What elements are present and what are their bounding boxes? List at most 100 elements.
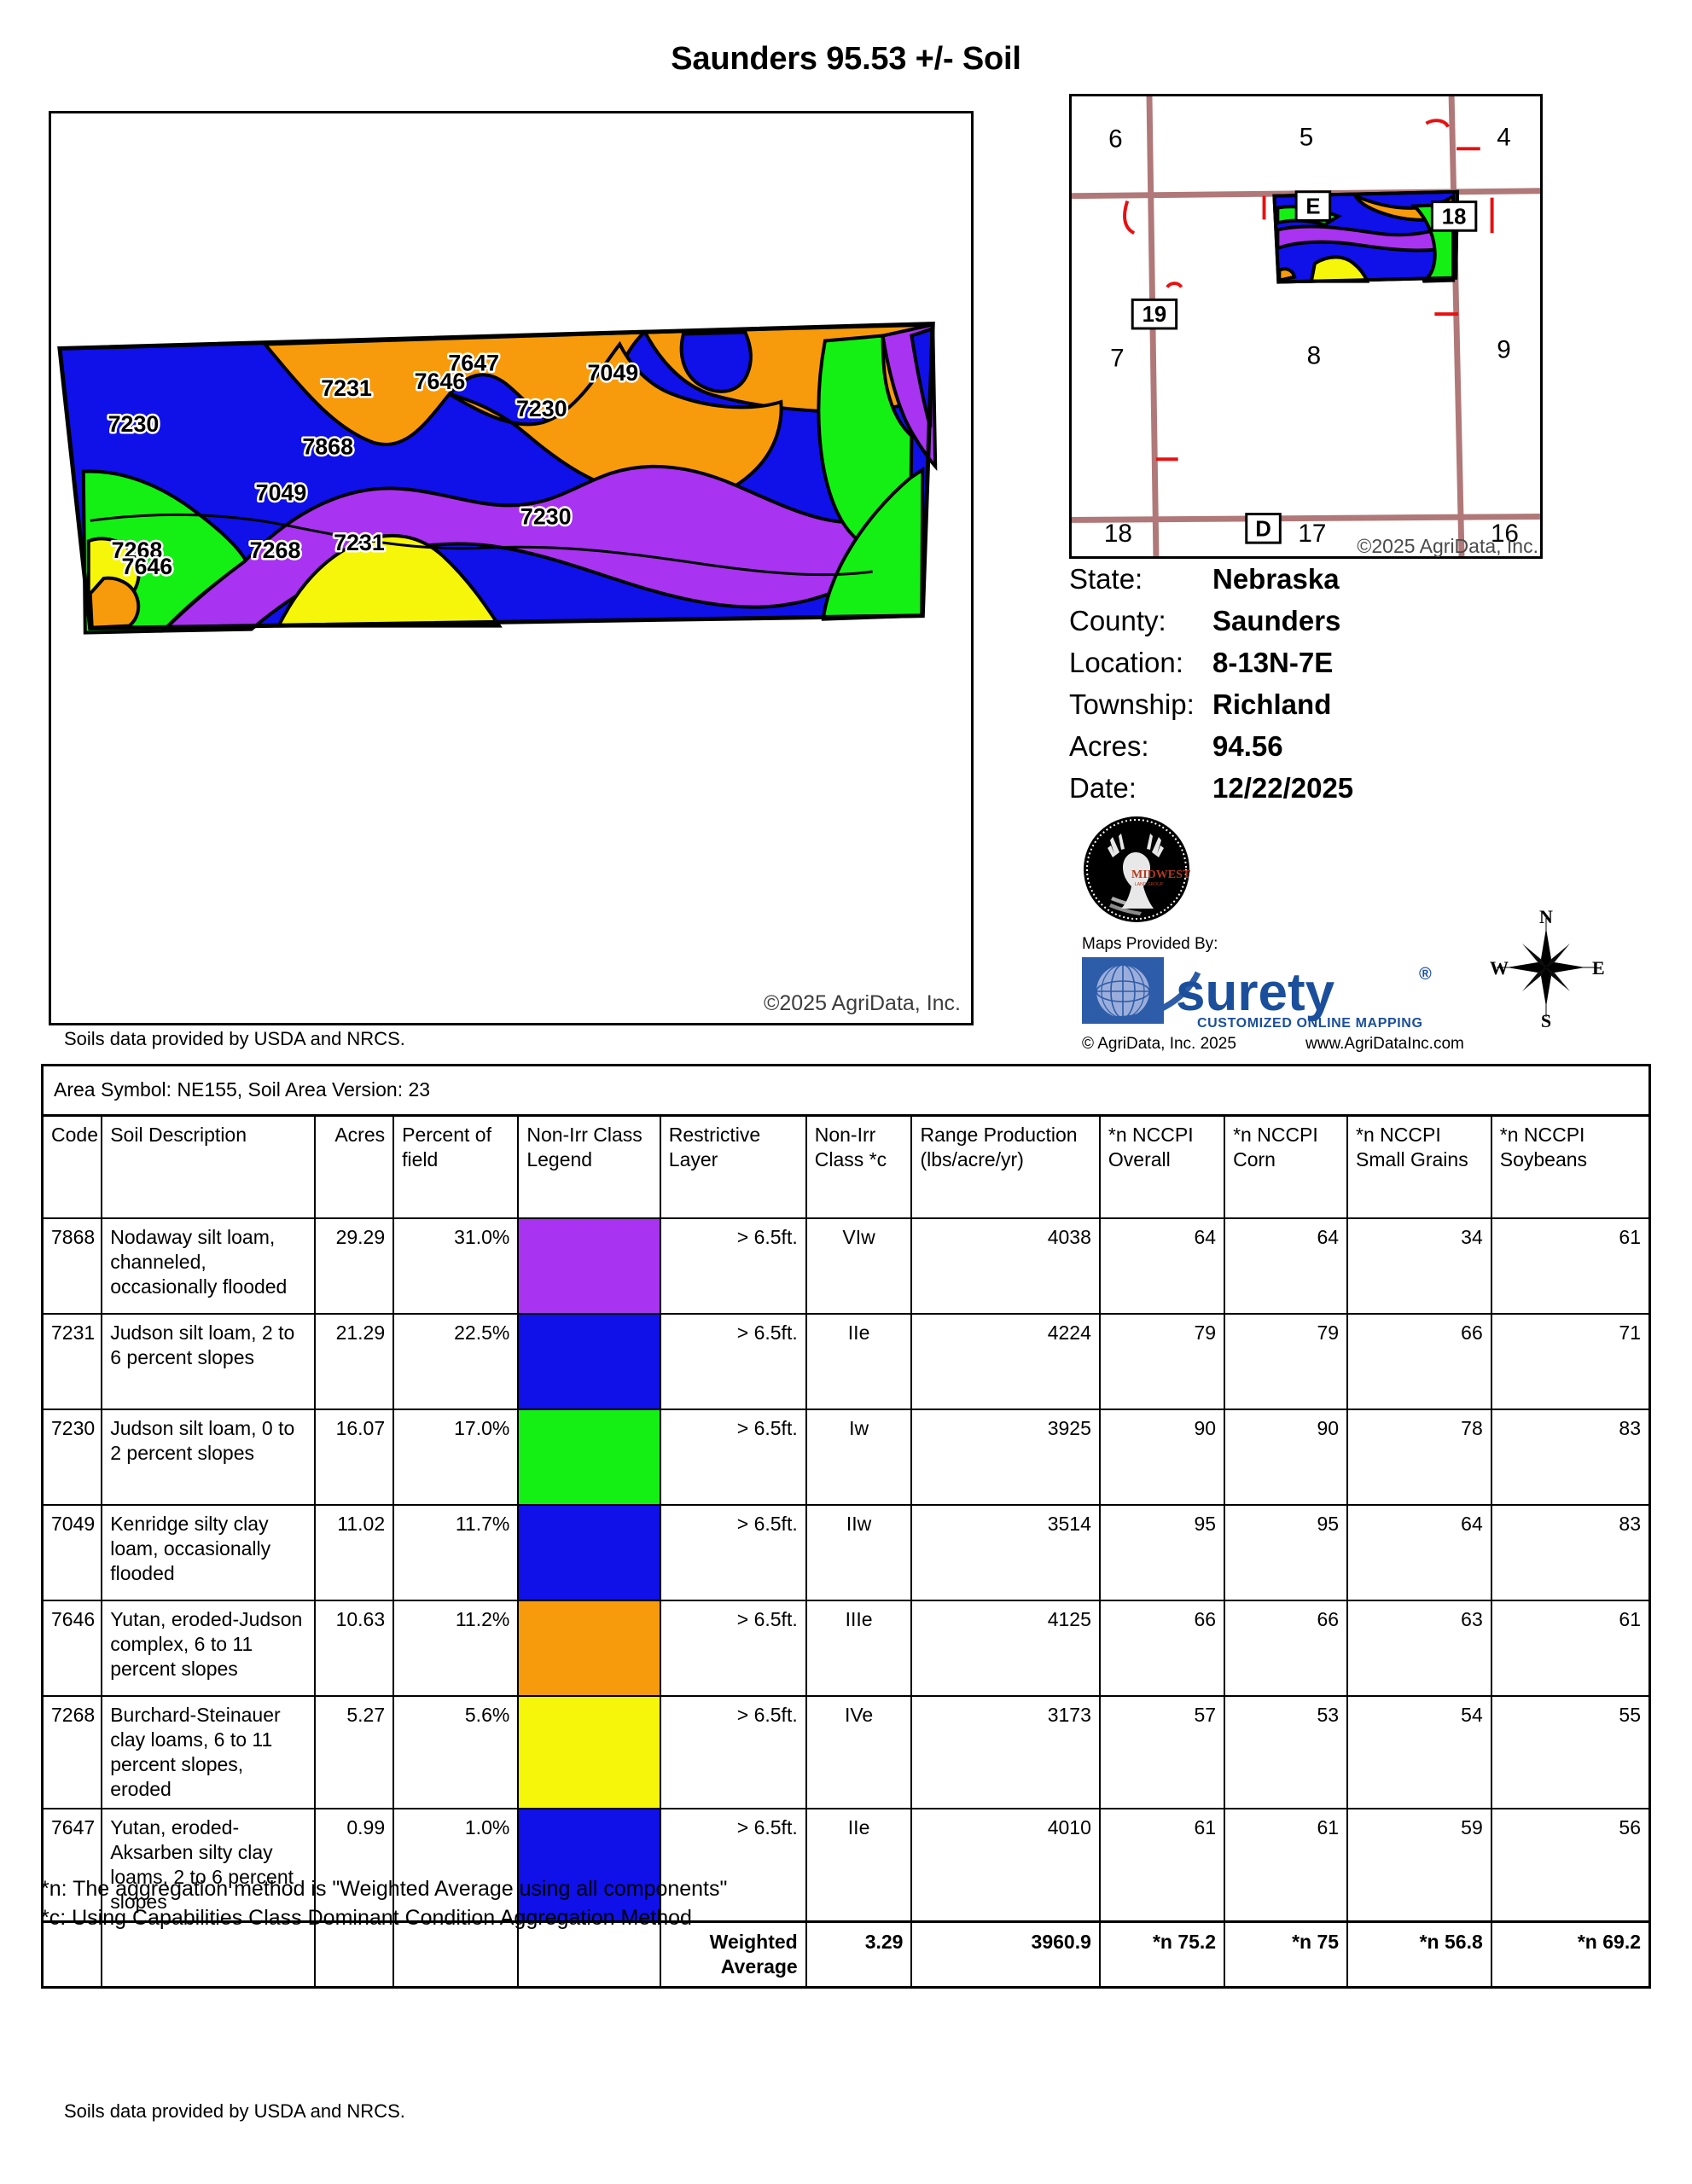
locator-label-18: 18 bbox=[1442, 205, 1467, 229]
cell-nccpi-soybeans: 83 bbox=[1490, 1408, 1651, 1506]
legend-color-swatch bbox=[519, 1218, 660, 1313]
cell-range-production: 3173 bbox=[910, 1694, 1101, 1809]
info-value-county: Saunders bbox=[1212, 605, 1341, 636]
th-nccpi-small-grains: *n NCCPI Small Grains bbox=[1346, 1114, 1492, 1219]
cell-non-irr-class-legend bbox=[517, 1408, 661, 1506]
cell-nccpi-small-grains: 54 bbox=[1346, 1694, 1492, 1809]
surety-logo: surety ® CUSTOMIZED ONLINE MAPPING bbox=[1082, 957, 1432, 1031]
th-acres: Acres bbox=[313, 1114, 395, 1219]
cell-nccpi-overall: 64 bbox=[1098, 1217, 1226, 1315]
table-row[interactable]: 7646 Yutan, eroded-Judson complex, 6 to 1… bbox=[41, 1599, 1651, 1697]
soil-label-7049: 7049 bbox=[587, 360, 638, 386]
locator-label-box-D bbox=[1245, 513, 1282, 544]
cell-percent-of-field: 1.0% bbox=[392, 1807, 520, 1923]
th-nccpi-overall: *n NCCPI Overall bbox=[1098, 1114, 1226, 1219]
info-label-date: Date: bbox=[1069, 772, 1137, 804]
cell-percent-of-field: 17.0% bbox=[392, 1408, 520, 1506]
cell-soil-description: Burchard-Steinauer clay loams, 6 to 11 p… bbox=[101, 1694, 316, 1809]
cell-nccpi-corn: 66 bbox=[1224, 1599, 1349, 1697]
locator-label-box-E bbox=[1294, 190, 1332, 222]
locator-section-6: 6 bbox=[1108, 125, 1123, 153]
table-row[interactable]: 7049 Kenridge silty clay loam, occasional… bbox=[41, 1503, 1651, 1601]
legend-color-swatch bbox=[519, 1409, 660, 1504]
cell-nccpi-corn: 90 bbox=[1224, 1408, 1349, 1506]
map-copyright: ©2025 AgriData, Inc. bbox=[763, 991, 961, 1015]
weighted-average-non-irr-class: 3.29 bbox=[805, 1920, 913, 1989]
cell-nccpi-overall: 95 bbox=[1098, 1503, 1226, 1601]
cell-percent-of-field: 31.0% bbox=[392, 1217, 520, 1315]
locator-section-9: 9 bbox=[1497, 336, 1511, 364]
soil-boundary-line-1 bbox=[90, 513, 485, 550]
maps-provided-by-label: Maps Provided By: bbox=[1082, 935, 1218, 953]
soil-label-7646: 7646 bbox=[415, 369, 466, 394]
svg-text:MIDWEST: MIDWEST bbox=[1131, 868, 1191, 881]
cell-code: 7231 bbox=[41, 1312, 103, 1410]
table-row[interactable]: 7231 Judson silt loam, 2 to 6 percent slo… bbox=[41, 1312, 1651, 1410]
cell-soil-description: Judson silt loam, 0 to 2 percent slopes bbox=[101, 1408, 316, 1506]
locator-map-panel[interactable]: 6 5 4 19 7 8 9 E 18 D 18 17 16 ©2025 AgriData, Inc. bbox=[1069, 94, 1543, 559]
soil-label-7268: 7268 bbox=[112, 537, 163, 563]
table-row[interactable]: 7268 Burchard-Steinauer clay loams, 6 to … bbox=[41, 1694, 1651, 1809]
table-row[interactable]: 7230 Judson silt loam, 0 to 2 percent slo… bbox=[41, 1408, 1651, 1506]
locator-survey-marks bbox=[1123, 119, 1494, 462]
agridata-copyright: © AgriData, Inc. 2025 bbox=[1082, 1035, 1236, 1053]
globe-icon bbox=[1085, 964, 1201, 1022]
cell-restrictive-layer: > 6.5ft. bbox=[659, 1503, 807, 1601]
cell-acres: 10.63 bbox=[313, 1599, 395, 1697]
th-non-irr-class-c: Non-Irr Class *c bbox=[805, 1114, 913, 1219]
cell-nccpi-small-grains: 59 bbox=[1346, 1807, 1492, 1923]
info-row: State: Nebraska bbox=[1069, 563, 1547, 605]
soil-label-7868: 7868 bbox=[302, 434, 353, 460]
cell-acres: 5.27 bbox=[313, 1694, 395, 1809]
soil-label-7231: 7231 bbox=[334, 530, 385, 555]
table-row[interactable]: 7647 Yutan, eroded-Aksarben silty clay lo… bbox=[41, 1807, 1651, 1923]
weighted-average-range-production: 3960.9 bbox=[910, 1920, 1101, 1989]
info-value-township: Richland bbox=[1212, 688, 1332, 720]
cell-percent-of-field: 22.5% bbox=[392, 1312, 520, 1410]
th-soil-description: Soil Description bbox=[101, 1114, 316, 1219]
wavg-blank-code bbox=[42, 1920, 103, 1988]
info-row: Township: Richland bbox=[1069, 688, 1547, 730]
info-value-location: 8-13N-7E bbox=[1212, 647, 1334, 678]
locator-label-D: D bbox=[1255, 517, 1271, 541]
cell-code: 7647 bbox=[41, 1807, 103, 1923]
locator-label-19: 19 bbox=[1143, 303, 1167, 327]
cell-range-production: 4125 bbox=[910, 1599, 1101, 1697]
soil-poly-7646-left bbox=[88, 576, 141, 630]
locator-section-4: 4 bbox=[1497, 123, 1511, 151]
info-value-acres: 94.56 bbox=[1212, 730, 1283, 762]
soils-table-wrapper: Area Symbol: NE155, Soil Area Version: 2… bbox=[41, 1064, 1651, 1989]
table-footnotes: *n: The aggregation method is "Weighted … bbox=[41, 1875, 727, 1932]
weighted-average-nccpi-small-grains: *n 56.8 bbox=[1346, 1920, 1492, 1989]
weighted-average-nccpi-overall: *n 75.2 bbox=[1098, 1920, 1226, 1989]
info-row: Location: 8-13N-7E bbox=[1069, 647, 1547, 688]
info-row: Acres: 94.56 bbox=[1069, 730, 1547, 772]
cell-range-production: 4038 bbox=[910, 1217, 1101, 1315]
cell-acres: 29.29 bbox=[313, 1217, 395, 1315]
info-label-township: Township: bbox=[1069, 688, 1195, 720]
weighted-average-row: Weighted Average 3.29 3960.9 *n 75.2 *n … bbox=[42, 1920, 1651, 1989]
soil-label-7049: 7049 bbox=[256, 479, 307, 505]
soil-poly-7647 bbox=[679, 330, 753, 393]
cell-restrictive-layer: > 6.5ft. bbox=[659, 1694, 807, 1809]
cell-nccpi-soybeans: 56 bbox=[1490, 1807, 1651, 1923]
road-vertical-right bbox=[1448, 96, 1465, 556]
soil-polygons bbox=[57, 322, 938, 635]
midwest-land-group-logo: MIDWEST LAND GROUP bbox=[1084, 816, 1191, 922]
cell-non-irr-class-c: IIIe bbox=[805, 1599, 913, 1697]
soil-label-7268: 7268 bbox=[250, 537, 301, 563]
cell-nccpi-overall: 90 bbox=[1098, 1408, 1226, 1506]
agridata-url[interactable]: www.AgriDataInc.com bbox=[1305, 1035, 1464, 1053]
area-symbol-row: Area Symbol: NE155, Soil Area Version: 2… bbox=[42, 1065, 1650, 1117]
cell-soil-description: Yutan, eroded-Judson complex, 6 to 11 pe… bbox=[101, 1599, 316, 1697]
cell-nccpi-small-grains: 34 bbox=[1346, 1217, 1492, 1315]
soils-table-foot: Weighted Average 3.29 3960.9 *n 75.2 *n … bbox=[42, 1920, 1651, 1989]
cell-non-irr-class-c: IIe bbox=[805, 1312, 913, 1410]
soil-map-panel[interactable]: 7647 7646 7049 7231 7230 7230 7868 7049 7230 7231… bbox=[49, 111, 974, 1025]
table-row[interactable]: 7868 Nodaway silt loam, channeled, occasi… bbox=[41, 1217, 1651, 1315]
cell-non-irr-class-c: Iw bbox=[805, 1408, 913, 1506]
th-range-production: Range Production (lbs/acre/yr) bbox=[910, 1114, 1101, 1219]
locator-map-graphic[interactable]: 6 5 4 19 7 8 9 E 18 D 18 17 16 bbox=[1072, 96, 1540, 556]
